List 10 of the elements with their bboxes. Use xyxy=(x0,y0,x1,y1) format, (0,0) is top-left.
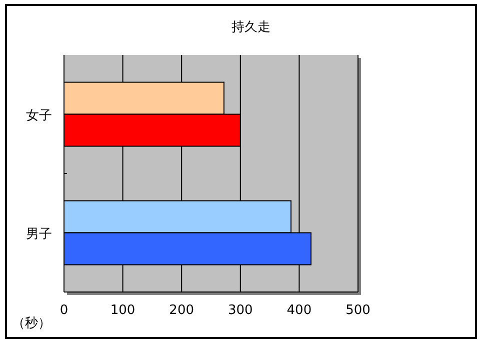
x-tick-label: 0 xyxy=(60,303,68,318)
x-tick-label: 200 xyxy=(169,303,194,318)
y-tick-label: 男子 xyxy=(26,226,52,242)
chart-title: 持久走 xyxy=(232,20,270,35)
y-tick-label: 女子 xyxy=(26,108,52,124)
x-tick-label: 100 xyxy=(110,303,136,318)
x-axis-title: （秒） xyxy=(12,316,51,331)
x-tick-label: 500 xyxy=(346,303,370,318)
x-tick-label: 300 xyxy=(228,303,253,318)
x-tick-label: 400 xyxy=(286,303,312,318)
